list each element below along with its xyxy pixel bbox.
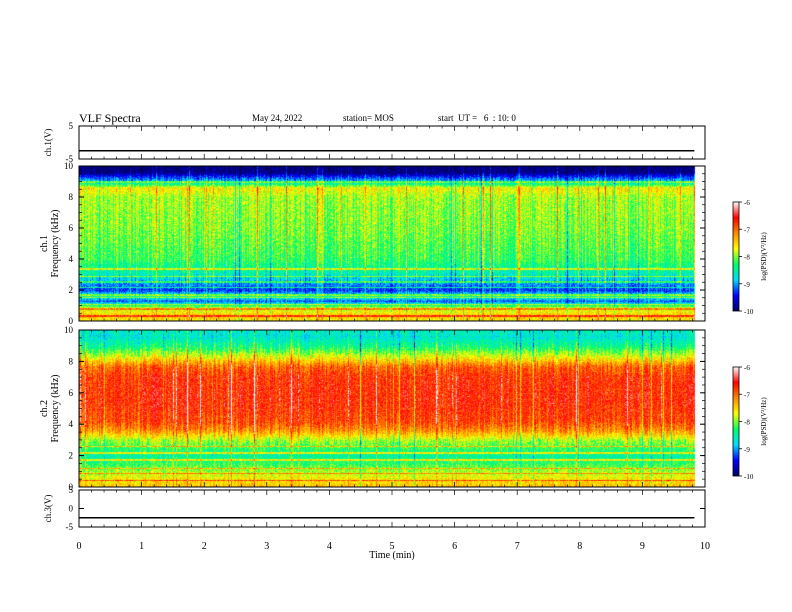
x-axis-label: Time (min) <box>369 550 414 561</box>
y-tick-label: 4 <box>69 254 74 264</box>
colorbar-tick-label: -6 <box>744 364 750 372</box>
y-axis-label: ch.3(V) <box>43 495 53 523</box>
y-tick-label: 6 <box>69 223 74 233</box>
colorbar-2 <box>732 366 740 477</box>
y-tick-label: -5 <box>66 154 74 164</box>
y-tick-label: 4 <box>69 419 74 429</box>
colorbar-tick-label: -9 <box>744 281 750 289</box>
y-axis-label: ch.1(V) <box>43 129 53 157</box>
colorbar-tick-label: -8 <box>744 254 750 262</box>
colorbar-tick-label: -8 <box>744 419 750 427</box>
y-tick-label: 2 <box>69 285 74 295</box>
y-axis-label: Frequency (kHz) <box>50 209 61 277</box>
chart-title: VLF Spectra <box>79 111 141 125</box>
y-axis-label: ch.2 <box>39 400 50 417</box>
colorbar-1 <box>732 201 740 312</box>
y-tick-label: 5 <box>69 485 74 495</box>
date-label: May 24, 2022 <box>252 113 303 123</box>
colorbar-tick-label: -6 <box>744 199 750 207</box>
y-tick-label: -5 <box>66 522 74 532</box>
y-tick-label: 8 <box>69 192 74 202</box>
y-tick-label: 6 <box>69 388 74 398</box>
y-tick-label: 0 <box>69 482 74 492</box>
colorbar-label: log(PSD)(V²/Hz) <box>760 397 768 446</box>
colorbar-tick-label: -9 <box>744 446 750 454</box>
start-time-label: start UT = 6 : 10: 0 <box>438 113 516 123</box>
x-tick-label: 7 <box>515 541 520 552</box>
y-tick-label: 2 <box>69 451 74 461</box>
panel-frame-4 <box>78 489 706 528</box>
colorbar-tick-label: -7 <box>744 391 750 399</box>
station-label: station= MOS <box>343 113 394 123</box>
x-tick-label: 6 <box>452 541 457 552</box>
x-tick-label: 9 <box>640 541 645 552</box>
x-tick-label: 4 <box>327 541 332 552</box>
x-tick-label: 5 <box>390 541 395 552</box>
x-tick-label: 1 <box>139 541 144 552</box>
colorbar-tick-label: -7 <box>744 226 750 234</box>
y-tick-label: 0 <box>69 316 74 326</box>
x-tick-label: 2 <box>202 541 207 552</box>
colorbar-tick-label: -10 <box>744 308 754 316</box>
spectrogram-image-2 <box>79 330 705 487</box>
x-tick-label: 3 <box>264 541 269 552</box>
x-tick-label: 8 <box>577 541 582 552</box>
x-tick-label: 0 <box>77 541 82 552</box>
y-tick-label: 8 <box>69 356 74 366</box>
colorbar-tick-label: -10 <box>744 473 754 481</box>
y-tick-label: 0 <box>69 504 74 514</box>
colorbar-label: log(PSD)(V²/Hz) <box>760 232 768 281</box>
y-tick-label: 10 <box>64 325 74 335</box>
spectrogram-image-1 <box>79 166 705 321</box>
x-tick-label: 10 <box>700 541 710 552</box>
y-tick-label: 10 <box>64 161 74 171</box>
y-axis-label: ch.1 <box>39 235 50 252</box>
y-axis-label: Frequency (kHz) <box>50 374 61 442</box>
y-tick-label: 5 <box>69 121 74 131</box>
